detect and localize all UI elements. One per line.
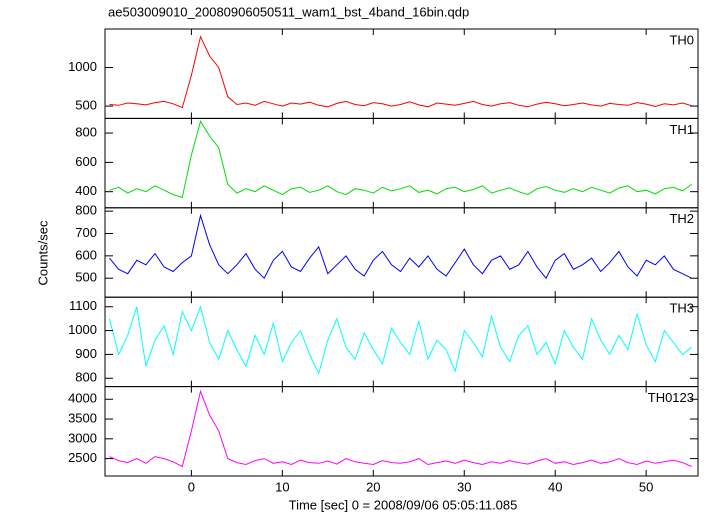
y-tick-label: 500 <box>75 98 97 113</box>
x-tick-label: 50 <box>639 479 653 494</box>
y-tick-label: 2500 <box>68 450 97 465</box>
x-axis-label: Time [sec] 0 = 2008/09/06 05:05:11.085 <box>289 497 518 512</box>
y-tick-label: 3500 <box>68 410 97 425</box>
panel-label: TH2 <box>669 211 694 226</box>
x-tick-label: 30 <box>457 479 471 494</box>
x-tick-label: 20 <box>366 479 380 494</box>
y-tick-label: 400 <box>75 183 97 198</box>
panel-label: TH3 <box>669 301 694 316</box>
x-tick-label: 40 <box>548 479 562 494</box>
y-tick-label: 800 <box>75 203 97 218</box>
chart-title: ae503009010_20080906050511_wam1_bst_4ban… <box>108 4 469 19</box>
panel-frame <box>104 207 699 298</box>
y-tick-label: 900 <box>75 346 97 361</box>
light-curve <box>109 389 692 468</box>
light-curve <box>109 120 692 199</box>
y-tick-label: 4000 <box>68 391 97 406</box>
panel-frame <box>104 296 699 388</box>
panel-label: TH1 <box>669 122 694 137</box>
y-tick-label: 600 <box>75 154 97 169</box>
light-curve <box>109 305 692 375</box>
light-curve <box>109 213 692 280</box>
y-tick-label: 500 <box>75 270 97 285</box>
panel-label: TH0 <box>669 32 694 47</box>
panel-frame <box>104 117 699 209</box>
y-tick-label: 800 <box>75 370 97 385</box>
panel-frame <box>104 386 699 477</box>
y-tick-label: 600 <box>75 247 97 262</box>
x-tick-label: 0 <box>188 479 195 494</box>
y-axis-label: Counts/sec <box>35 220 50 286</box>
x-tick-label: 10 <box>275 479 289 494</box>
panel-frame <box>104 28 699 119</box>
y-tick-label: 1000 <box>68 59 97 74</box>
panel-label: TH0123 <box>648 390 694 405</box>
light-curve <box>109 35 692 109</box>
y-tick-label: 800 <box>75 124 97 139</box>
y-tick-label: 3000 <box>68 430 97 445</box>
y-tick-label: 1000 <box>68 322 97 337</box>
y-tick-label: 1100 <box>69 298 97 313</box>
y-tick-label: 700 <box>75 225 97 240</box>
